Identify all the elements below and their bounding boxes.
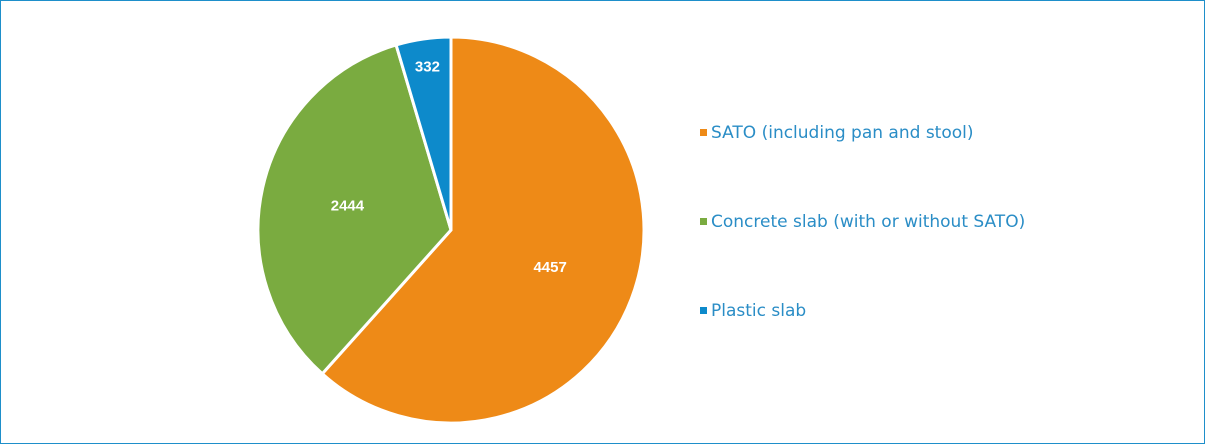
pie-slice [256, 43, 453, 376]
legend-label: Concrete slab (with or without SATO) [711, 212, 1025, 232]
data-label: 2444 [331, 198, 365, 215]
pie-slice [320, 35, 646, 425]
legend-label: Plastic slab [711, 301, 806, 321]
data-label: 4457 [533, 259, 566, 276]
legend-swatch [700, 307, 707, 314]
data-label: 332 [415, 59, 440, 76]
legend-label: SATO (including pan and stool) [711, 123, 974, 143]
legend-swatch [700, 129, 707, 136]
pie-slice [394, 35, 453, 232]
legend-swatch [700, 218, 707, 225]
